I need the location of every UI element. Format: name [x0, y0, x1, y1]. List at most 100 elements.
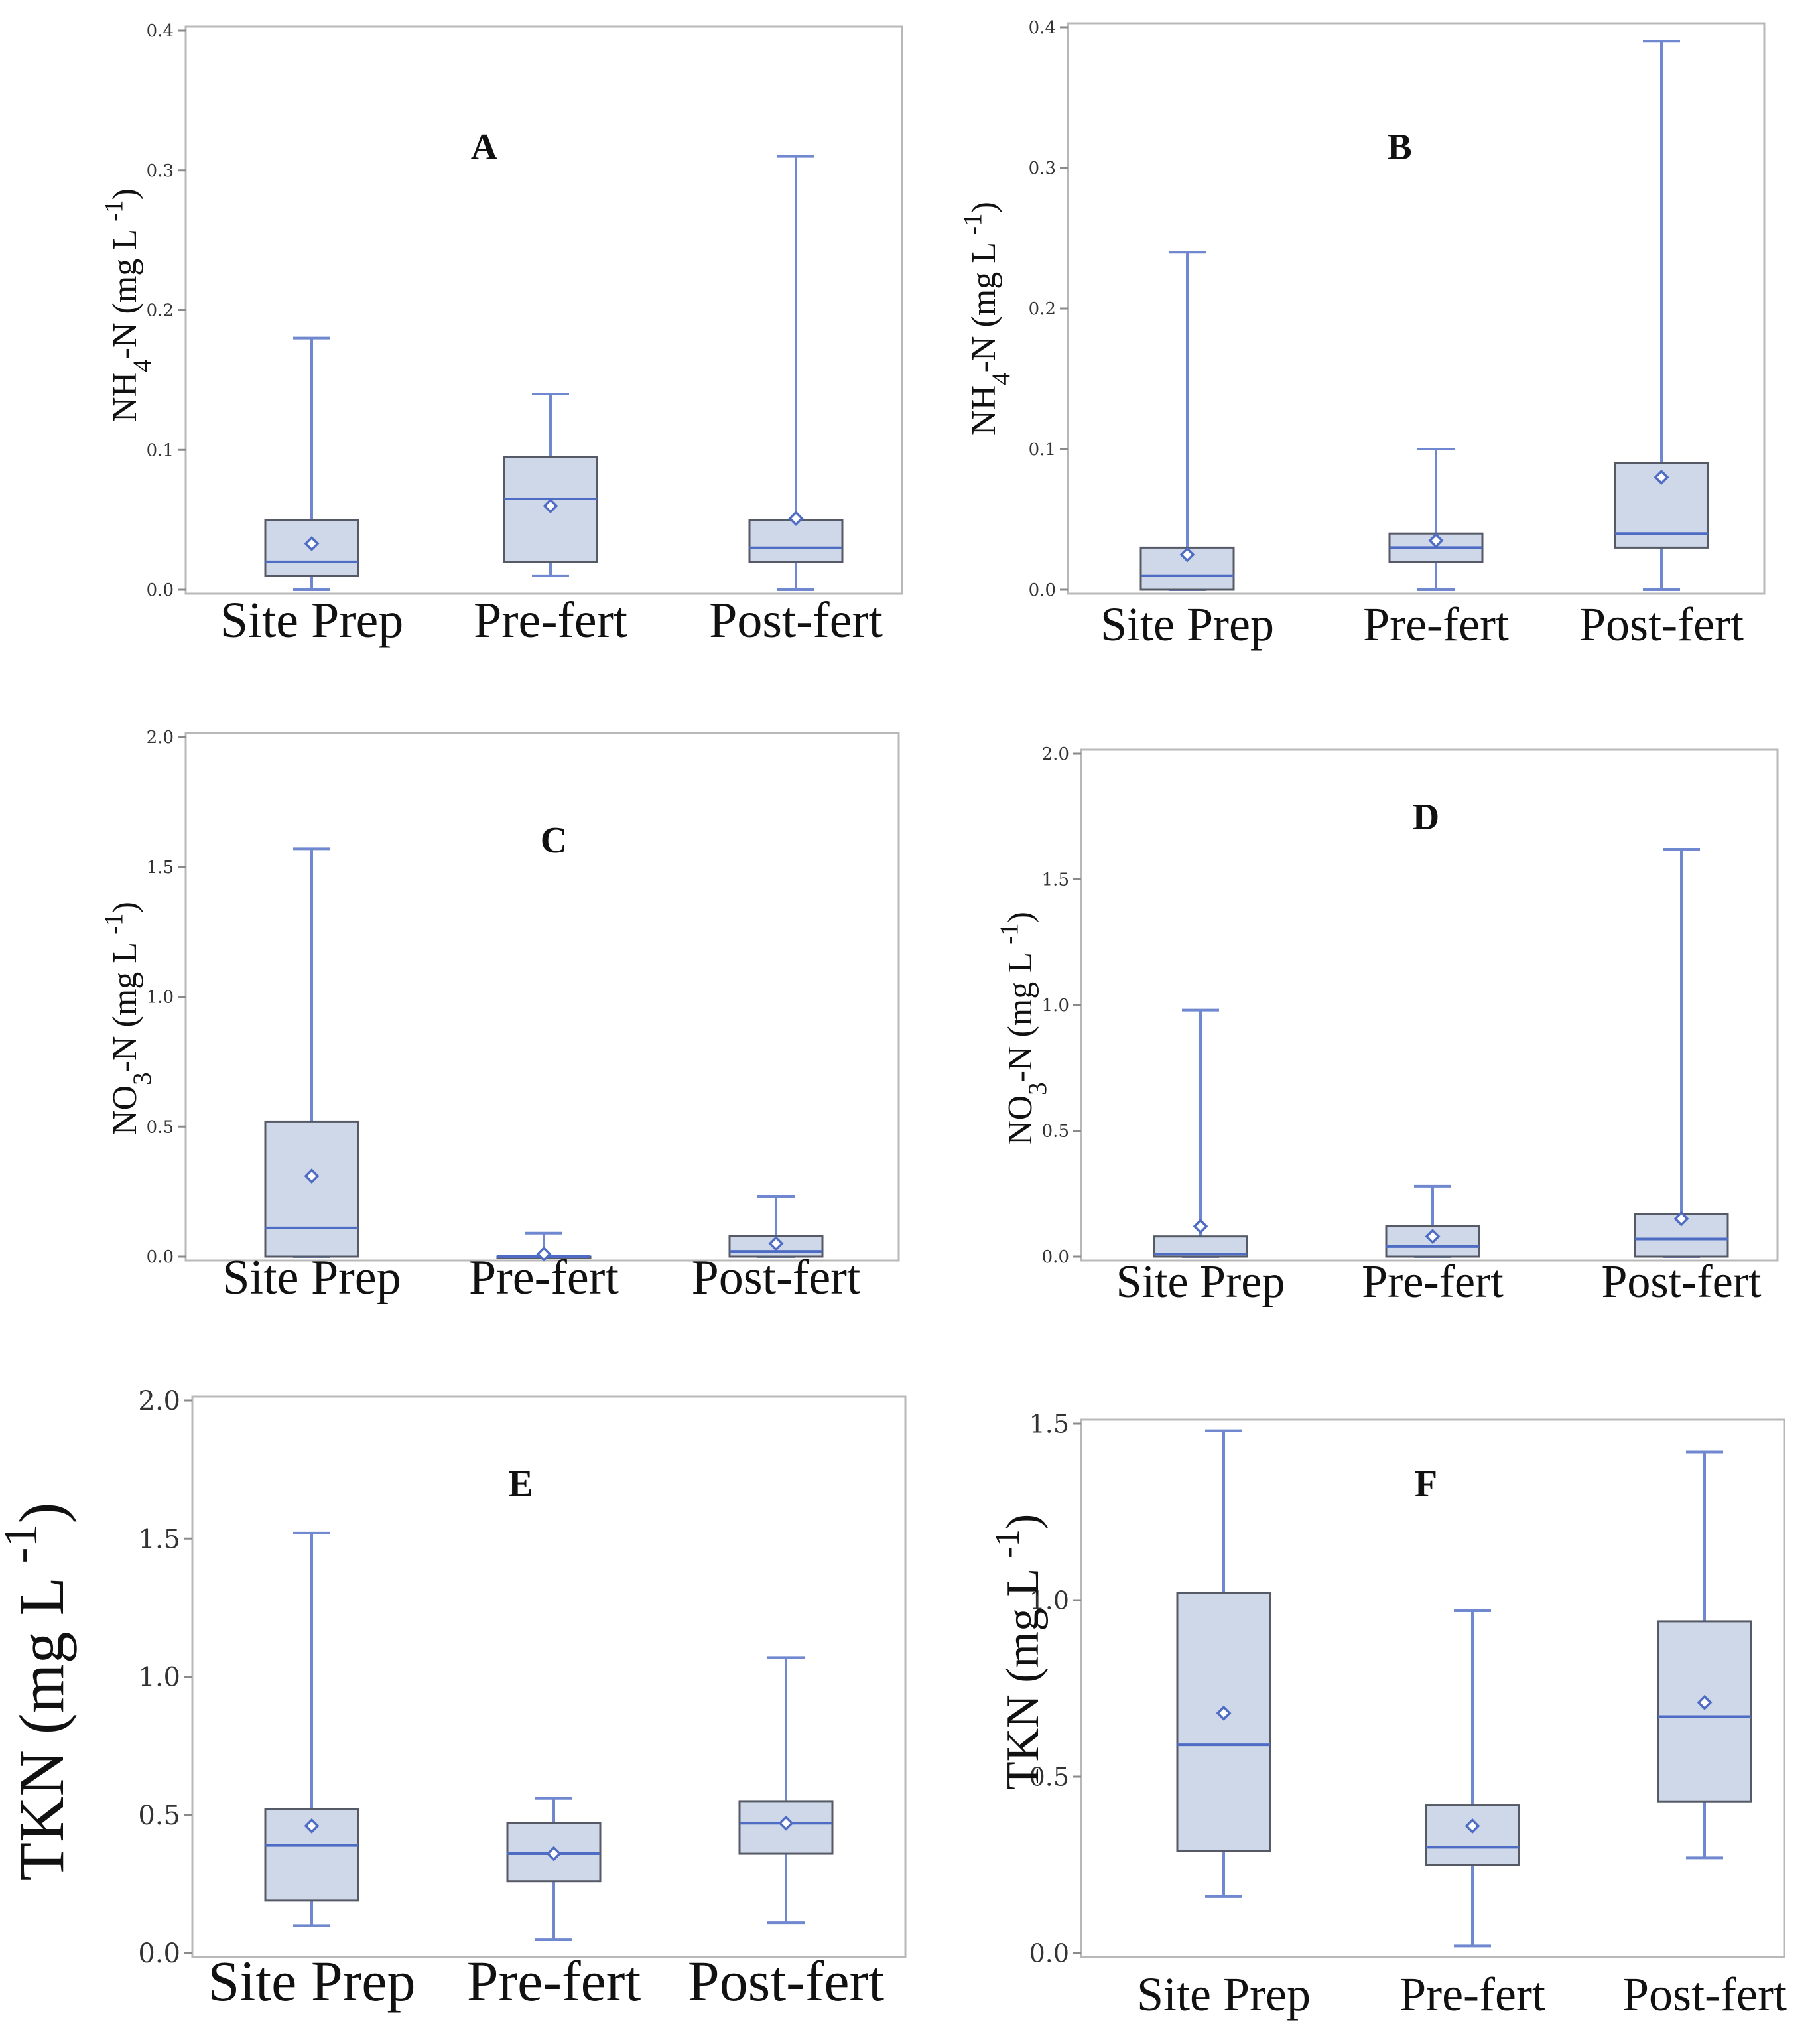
x-tick-label: Site Prep — [1100, 598, 1274, 651]
y-tick-label: 0.5 — [138, 1801, 180, 1831]
x-tick-label: Site Prep — [220, 592, 404, 648]
mean-marker — [536, 1246, 552, 1262]
box-post-fert — [1657, 1450, 1752, 1860]
y-tick-label: 0.0 — [1042, 1247, 1069, 1267]
box-site-prep — [264, 1531, 359, 1927]
mean-marker — [1179, 547, 1195, 563]
box-pre-fert — [1425, 1609, 1520, 1948]
mean-marker — [546, 1846, 562, 1862]
y-tick-label: 0.2 — [147, 301, 174, 321]
y-tick-label: 0.1 — [1029, 440, 1056, 460]
mean-marker — [1697, 1694, 1713, 1710]
y-tick-label: 1.5 — [147, 858, 174, 878]
box-site-prep — [1139, 251, 1235, 591]
y-tick-label: 1.5 — [138, 1524, 180, 1554]
mean-marker — [304, 535, 320, 551]
mean-marker — [1428, 533, 1444, 549]
x-tick-label: Pre-fert — [469, 1251, 619, 1305]
mean-marker — [304, 1168, 320, 1184]
mean-marker — [1654, 469, 1669, 485]
x-tick-label: Pre-fert — [467, 1949, 641, 2013]
y-tick-label: 1.5 — [1042, 870, 1069, 890]
plot-frame — [1080, 748, 1779, 1262]
panel-letter: B — [1387, 127, 1411, 168]
x-tick-label: Post-fert — [1579, 598, 1744, 651]
panel-e: 0.0 0.5 1.0 1.5 2.0 Site Prep Pre-fert Post-fer… — [0, 1386, 907, 2013]
panel-f: 0.0 0.5 1.0 1.5 Site Prep Pre-fert Post-fert F T… — [988, 1409, 1787, 2021]
x-tick-label: Pre-fert — [1363, 598, 1509, 651]
mean-marker — [778, 1815, 794, 1831]
y-tick-label: 0.4 — [1029, 18, 1056, 38]
x-tick-label: Post-fert — [688, 1949, 884, 2013]
mean-marker — [1193, 1219, 1208, 1234]
x-tick-label: Post-fert — [1601, 1257, 1762, 1308]
y-tick-label: 1.0 — [1029, 1586, 1069, 1615]
y-axis-label: TKN (mg L -1) — [988, 1514, 1049, 1790]
panel-b: 0.0 0.1 0.2 0.3 0.4 Site Prep Pre-fert Post-fer… — [958, 18, 1766, 651]
box-pre-fert — [506, 1797, 602, 1941]
y-tick-label: 1.0 — [1042, 996, 1069, 1016]
x-tick-label: Pre-fert — [1362, 1257, 1504, 1308]
x-tick-label: Site Prep — [222, 1251, 401, 1305]
y-tick-label: 2.0 — [147, 728, 174, 748]
mean-marker — [1464, 1818, 1480, 1834]
box-post-fert — [738, 1656, 834, 1925]
x-tick-label: Post-fert — [1622, 1968, 1787, 2021]
box-pre-fert — [1388, 448, 1484, 591]
panel-c: 0.0 0.5 1.0 1.5 2.0 Site Prep Pre-fert Post-fer… — [99, 728, 900, 1305]
mean-marker — [543, 498, 558, 514]
y-tick-label: 2.0 — [138, 1386, 180, 1416]
y-tick-label: 1.5 — [1029, 1409, 1069, 1438]
x-tick-label: Post-fert — [692, 1251, 861, 1305]
box-site-prep — [1153, 1008, 1248, 1258]
x-tick-label: Post-fert — [709, 592, 883, 648]
iqr-box — [748, 519, 844, 563]
y-tick-label: 0.1 — [147, 441, 174, 460]
box-post-fert — [728, 1195, 824, 1258]
y-tick-label: 0.5 — [1042, 1122, 1069, 1142]
mean-marker — [788, 511, 804, 526]
panel-a: 0.0 0.1 0.2 0.3 0.4 Site Prep Pre-fert Post-fer… — [99, 21, 903, 648]
iqr-box — [1176, 1592, 1271, 1852]
y-tick-label: 0.5 — [1029, 1762, 1069, 1791]
x-tick-label: Site Prep — [1137, 1968, 1311, 2021]
x-tick-label: Site Prep — [208, 1949, 416, 2013]
box-site-prep — [264, 336, 359, 591]
box-site-prep — [264, 847, 359, 1258]
mean-marker — [304, 1818, 320, 1834]
panel-letter: A — [471, 127, 498, 168]
panel-letter: D — [1413, 797, 1439, 838]
panel-letter: F — [1415, 1464, 1437, 1505]
y-axis-label: NO3-N (mg L -1) — [99, 902, 157, 1135]
panel-letter: C — [541, 820, 567, 861]
box-post-fert — [1634, 848, 1729, 1258]
box-post-fert — [748, 155, 844, 591]
y-axis-label: NH4-N (mg L -1) — [99, 188, 157, 422]
y-tick-label: 0.0 — [138, 1939, 180, 1969]
y-tick-label: 0.3 — [1029, 159, 1056, 178]
x-tick-label: Site Prep — [1116, 1257, 1285, 1308]
y-tick-label: 0.0 — [1029, 580, 1056, 600]
mean-marker — [1216, 1705, 1232, 1721]
box-pre-fert — [503, 392, 598, 577]
panel-letter: E — [508, 1464, 533, 1505]
y-tick-label: 0.0 — [1029, 1939, 1069, 1968]
y-axis-label: NH4-N (mg L -1) — [958, 202, 1015, 435]
y-tick-label: 1.0 — [147, 988, 174, 1008]
panel-d: 0.0 0.5 1.0 1.5 2.0 Site Prep Pre-fert Post-fer… — [995, 744, 1779, 1308]
mean-marker — [1425, 1229, 1441, 1245]
y-tick-label: 2.0 — [1042, 744, 1069, 764]
mean-marker — [1673, 1211, 1689, 1227]
x-tick-label: Pre-fert — [474, 592, 627, 648]
iqr-box — [264, 1120, 359, 1258]
box-pre-fert — [1385, 1184, 1480, 1258]
box-site-prep — [1176, 1429, 1271, 1898]
y-tick-label: 0.2 — [1029, 299, 1056, 319]
box-pre-fert — [496, 1231, 592, 1262]
iqr-box — [1425, 1804, 1520, 1866]
y-tick-label: 1.0 — [138, 1663, 180, 1693]
box-post-fert — [1614, 40, 1709, 591]
y-axis-label: TKN (mg L -1) — [0, 1503, 77, 1881]
x-tick-label: Pre-fert — [1399, 1968, 1545, 2021]
